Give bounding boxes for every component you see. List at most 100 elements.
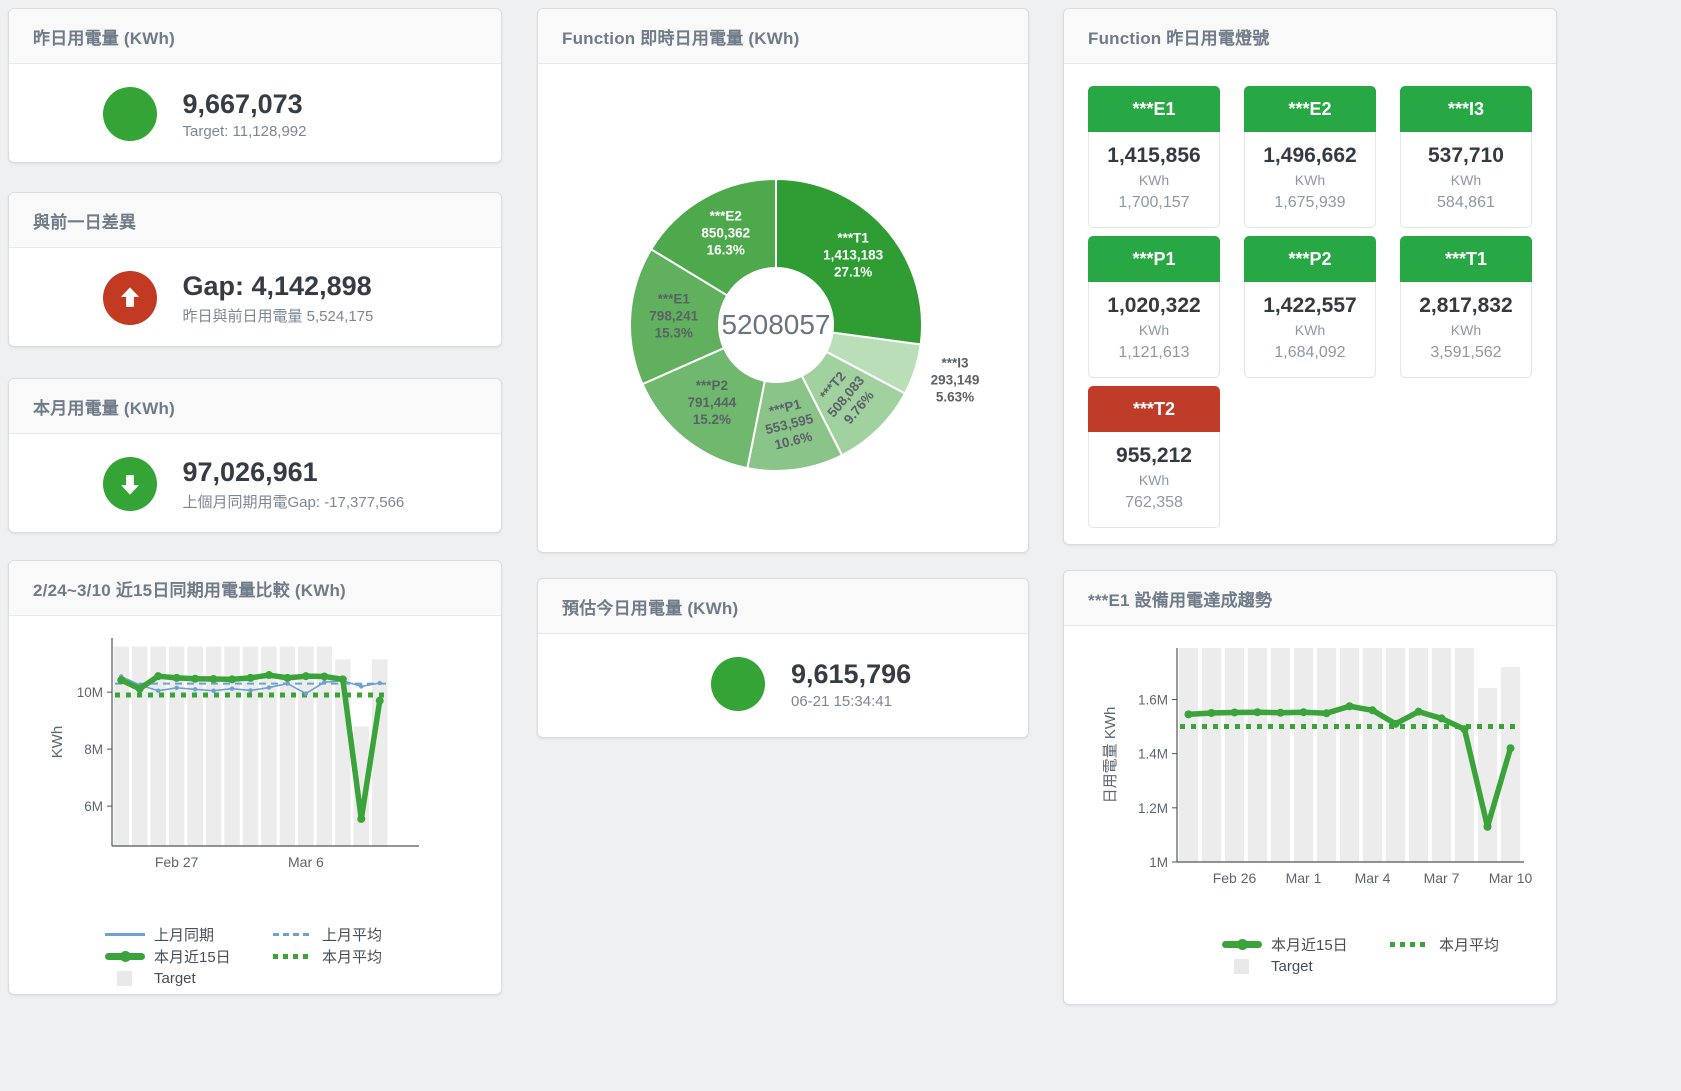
e1-trend-title: ***E1 設備用電達成趨勢 (1064, 571, 1556, 626)
data-point[interactable] (1483, 822, 1492, 831)
legend-item-dashed[interactable]: 上月平均 (273, 924, 382, 945)
data-point[interactable] (320, 672, 329, 681)
data-point[interactable] (191, 674, 200, 683)
data-point[interactable] (377, 680, 382, 686)
x-tick-label: Feb 26 (1213, 870, 1257, 886)
data-point[interactable] (192, 687, 198, 692)
target-bar (353, 726, 370, 846)
data-point[interactable] (1414, 707, 1423, 716)
target-bar (1270, 648, 1291, 862)
data-point[interactable] (1299, 708, 1308, 717)
data-point[interactable] (209, 675, 218, 684)
target-bar (1247, 648, 1268, 862)
data-point[interactable] (322, 679, 327, 685)
data-point[interactable] (228, 675, 237, 684)
data-point[interactable] (266, 685, 272, 690)
target-bar (1224, 648, 1245, 862)
x-tick-label: Mar 1 (1286, 870, 1322, 886)
x-tick-label: Mar 4 (1355, 870, 1391, 886)
data-point[interactable] (1230, 708, 1239, 717)
card-realtime-usage: Function 即時日用電量 (KWh) ***T1 1,413,183 27.1… (537, 8, 1029, 553)
target-bar (1362, 648, 1383, 862)
data-point[interactable] (357, 814, 366, 823)
arrow-down-circle-icon (102, 457, 157, 511)
data-point[interactable] (301, 672, 310, 681)
right-column: Function 昨日用電燈號 ***E1 1,415,856 KWh 1,700,1… (1063, 0, 1557, 1005)
legend-item-solid-thick[interactable]: 本月近15日 (1222, 934, 1390, 955)
data-point[interactable] (303, 691, 309, 696)
data-point[interactable] (1253, 708, 1262, 717)
light-tile-P2: ***P2 1,422,557 KWh 1,684,092 (1243, 236, 1376, 378)
data-point[interactable] (248, 688, 253, 693)
realtime-usage-donut-chart[interactable]: ***T1 1,413,183 27.1%***I3 293,149 5.63%***T… (546, 64, 1020, 552)
data-point[interactable] (338, 675, 347, 684)
light-tile-value: 1,415,856 (1107, 144, 1201, 167)
legend-item-solid-thin[interactable]: 上月同期 (105, 924, 273, 945)
legend-item-square[interactable]: Target (1222, 958, 1390, 975)
legend-swatch-icon (273, 949, 313, 964)
realtime-usage-title: Function 即時日用電量 (KWh) (538, 9, 1028, 64)
data-point[interactable] (1368, 706, 1377, 715)
data-point[interactable] (117, 676, 126, 685)
y-axis-label: 日用電量 KWh (1102, 707, 1119, 804)
card-usage-compare-chart: 2/24~3/10 近15日同期用電量比較 (KWh) 6M 8M 10M Feb 2… (8, 560, 502, 995)
legend-swatch-icon (105, 949, 145, 964)
donut-slice-label: ***E1 798,241 15.3% (649, 291, 698, 340)
data-point[interactable] (1322, 709, 1331, 718)
data-point[interactable] (1345, 702, 1354, 711)
card-month-title: 本月用電量 (KWh) (9, 379, 501, 434)
data-point[interactable] (1276, 708, 1285, 717)
donut-slice-T1[interactable] (775, 177, 923, 346)
donut-center-total: 5208057 (721, 309, 830, 340)
legend-swatch-icon (1222, 958, 1262, 974)
data-point[interactable] (1460, 725, 1469, 734)
light-tile-T2: ***T2 955,212 KWh 762,358 (1088, 386, 1220, 528)
legend-item-solid-thick[interactable]: 本月近15日 (105, 946, 273, 967)
data-point[interactable] (285, 681, 290, 686)
left-column: 昨日用電量 (KWh) 9,667,073 Target: 11,128,992… (8, 0, 502, 995)
month-usage-value: 97,026,961 (182, 457, 318, 487)
light-tile-name: ***T2 (1088, 386, 1220, 432)
data-point[interactable] (1207, 709, 1216, 718)
legend-item-dotted[interactable]: 本月平均 (273, 946, 382, 967)
y-tick-label: 1.4M (1138, 747, 1168, 762)
data-point[interactable] (359, 684, 364, 689)
x-tick-label: Mar 10 (1489, 870, 1533, 886)
usage-compare-chart[interactable]: 6M 8M 10M Feb 27 Mar 6 KWh (17, 620, 493, 916)
data-point[interactable] (211, 688, 216, 693)
light-tile-P1: ***P1 1,020,322 KWh 1,121,613 (1088, 236, 1220, 378)
data-point[interactable] (1437, 714, 1446, 723)
data-point[interactable] (1506, 744, 1515, 753)
e1-trend-chart[interactable]: 1M 1.2M 1.4M 1.6M Feb 26 Mar 1 Mar 4 Mar 7 Mar 1… (1072, 630, 1557, 926)
data-point[interactable] (172, 673, 181, 682)
donut-slice-E2[interactable] (649, 177, 777, 297)
card-day-gap: 與前一日差異 Gap: 4,142,898 昨日與前日用電量 5,524,175 (8, 192, 502, 347)
y-axis-label: KWh (49, 726, 66, 759)
data-point[interactable] (229, 686, 235, 691)
light-tile-value: 537,710 (1428, 144, 1504, 167)
data-point[interactable] (375, 696, 384, 705)
donut-slice-P2[interactable] (641, 346, 766, 470)
light-tile-I3: ***I3 537,710 KWh 584,861 (1399, 86, 1532, 228)
data-point[interactable] (135, 684, 144, 693)
light-tile-unit: KWh (1294, 172, 1326, 188)
day-gap-sub: 昨日與前日用電量 5,524,175 (182, 308, 374, 325)
legend-swatch-icon (105, 927, 145, 942)
y-tick-label: 10M (77, 685, 103, 700)
legend-item-square[interactable]: Target (105, 970, 273, 987)
donut-slice-E1[interactable] (629, 247, 729, 386)
light-tile-name: ***I3 (1399, 86, 1532, 132)
data-point[interactable] (174, 685, 179, 691)
light-tile-unit: KWh (1138, 322, 1170, 338)
data-point[interactable] (283, 673, 292, 682)
data-point[interactable] (246, 673, 255, 682)
data-point[interactable] (154, 672, 163, 681)
data-point[interactable] (1184, 710, 1193, 719)
legend-item-dotted[interactable]: 本月平均 (1390, 934, 1499, 955)
data-point[interactable] (1391, 719, 1400, 728)
target-bar (131, 646, 148, 846)
data-point[interactable] (155, 688, 161, 693)
data-point[interactable] (264, 671, 273, 680)
card-day-gap-body: Gap: 4,142,898 昨日與前日用電量 5,524,175 (9, 248, 501, 346)
